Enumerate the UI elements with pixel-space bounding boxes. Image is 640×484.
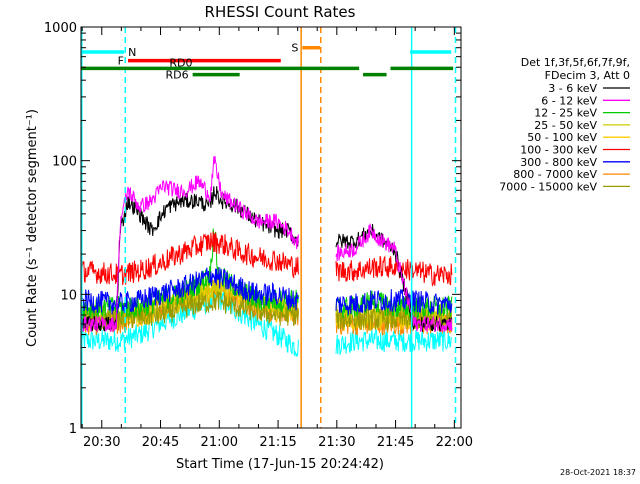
legend-entry-label: 25 - 50 keV [534,119,597,132]
footer-timestamp: 28-Oct-2021 18:37 [560,468,636,477]
vertical-markers [81,27,457,428]
plot-frame [80,26,462,429]
x-tick-label: 21:30 [318,435,355,450]
x-tick-label: 22:00 [436,435,473,450]
y-tick-label: 10 [60,288,77,303]
x-tick-label: 20:45 [142,435,179,450]
y-axis-label: Count Rate (s⁻¹ detector segment⁻¹) [25,109,40,347]
state-bar-label: F [118,55,124,68]
chart-title: RHESSI Count Rates [205,3,356,21]
legend: Det 1f,3f,5f,6f,7f,9f, FDecim 3, Att 0 3… [499,56,630,193]
legend-entry-label: 50 - 100 keV [527,131,597,144]
axes-layer: 20:30 20:45 21:00 21:15 21:30 21:45 22:00 1 10 10… [44,21,473,450]
legend-header-line2: FDecim 3, Att 0 [545,69,630,82]
y-tick-label: 1000 [44,21,77,36]
legend-entry-label: 100 - 300 keV [520,144,597,157]
x-tick-label: 21:45 [377,435,414,450]
state-bar-label: RD0 [169,56,192,69]
legend-entry-label: 800 - 7000 keV [513,168,597,181]
series-line [80,288,453,357]
x-tick-label: 21:15 [259,435,296,450]
legend-header-line1: Det 1f,3f,5f,6f,7f,9f, [521,56,630,69]
state-bar-label: RD6 [166,69,189,82]
y-tick-label: 1 [69,422,77,437]
state-bar-label: N [128,46,136,59]
legend-entry-label: 300 - 800 keV [520,156,597,169]
data-layer [80,156,453,357]
legend-entry-label: 6 - 12 keV [541,94,597,107]
x-axis-label: Start Time (17-Jun-15 20:24:42) [176,457,384,472]
series-line [80,231,453,287]
state-bar-label: S [291,42,298,55]
x-tick-label: 21:00 [201,435,238,450]
series-line [80,156,453,333]
legend-entry-label: 12 - 25 keV [534,107,597,120]
legend-entry-label: 7000 - 15000 keV [499,180,597,193]
y-tick-label: 100 [52,155,77,170]
legend-entry-label: 3 - 6 keV [548,82,597,95]
x-tick-label: 20:30 [83,435,120,450]
